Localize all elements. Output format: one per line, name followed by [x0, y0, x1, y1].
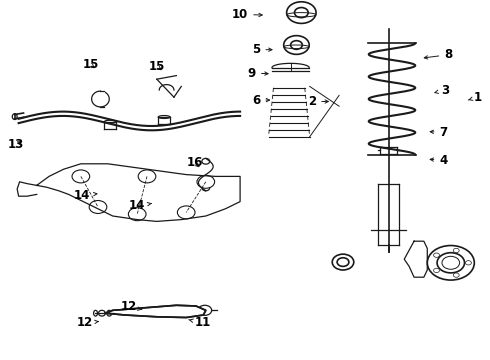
- Ellipse shape: [104, 120, 116, 123]
- Circle shape: [89, 201, 107, 213]
- Ellipse shape: [158, 116, 170, 118]
- Text: 16: 16: [186, 156, 203, 169]
- Circle shape: [177, 206, 195, 219]
- Polygon shape: [105, 305, 206, 318]
- Circle shape: [453, 248, 459, 253]
- Ellipse shape: [94, 310, 98, 316]
- Text: 6: 6: [252, 94, 270, 107]
- Text: 3: 3: [435, 84, 449, 96]
- Circle shape: [197, 175, 215, 188]
- Circle shape: [138, 170, 156, 183]
- Circle shape: [466, 261, 471, 265]
- Ellipse shape: [12, 114, 17, 120]
- Text: 5: 5: [252, 43, 272, 56]
- Circle shape: [128, 208, 146, 221]
- Text: 8: 8: [424, 48, 452, 61]
- Circle shape: [72, 170, 90, 183]
- Circle shape: [198, 305, 212, 315]
- Text: 2: 2: [308, 95, 328, 108]
- Text: 9: 9: [248, 67, 268, 80]
- Ellipse shape: [141, 309, 148, 313]
- Circle shape: [434, 253, 440, 257]
- Text: 7: 7: [430, 126, 447, 139]
- Text: 15: 15: [82, 58, 99, 71]
- Circle shape: [434, 268, 440, 273]
- Text: 10: 10: [232, 8, 262, 21]
- Text: 11: 11: [189, 316, 211, 329]
- Circle shape: [453, 273, 459, 277]
- Text: 14: 14: [129, 199, 151, 212]
- Text: 15: 15: [148, 60, 165, 73]
- Ellipse shape: [107, 310, 112, 316]
- Text: 1: 1: [468, 91, 482, 104]
- Text: 13: 13: [7, 138, 24, 151]
- Ellipse shape: [98, 310, 105, 316]
- Text: 12: 12: [76, 316, 98, 329]
- Text: 4: 4: [430, 154, 447, 167]
- Text: 14: 14: [74, 189, 97, 202]
- Text: 12: 12: [120, 300, 142, 313]
